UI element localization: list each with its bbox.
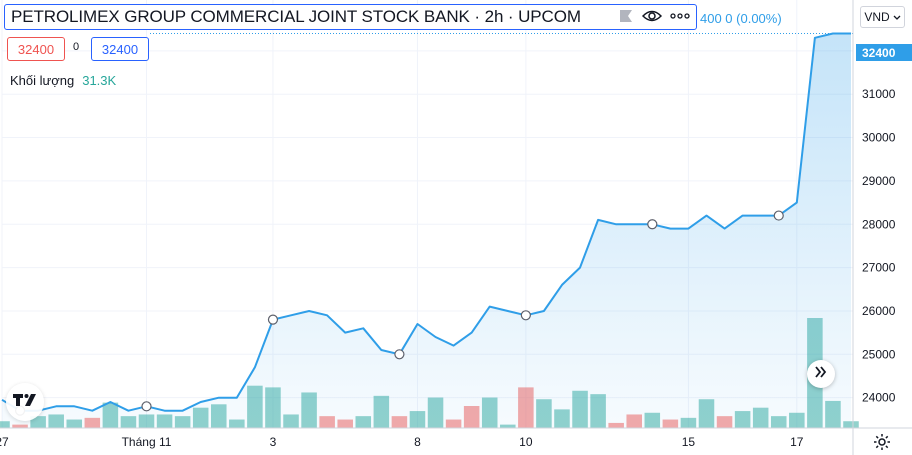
tradingview-logo[interactable] bbox=[6, 383, 44, 421]
chevron-down-icon bbox=[893, 10, 901, 24]
x-tick-label: 3 bbox=[270, 435, 277, 449]
gear-icon[interactable] bbox=[872, 432, 892, 452]
more-options-icon[interactable] bbox=[670, 8, 690, 29]
y-tick-label: 25000 bbox=[862, 347, 896, 361]
price-input-left[interactable]: 32400 bbox=[7, 37, 65, 61]
legend-title-box[interactable]: PETROLIMEX GROUP COMMERCIAL JOINT STOCK … bbox=[4, 4, 697, 30]
y-tick-label: 24000 bbox=[862, 391, 896, 405]
y-tick-label: 26000 bbox=[862, 304, 896, 318]
x-tick-label: 17 bbox=[790, 435, 804, 449]
x-tick-label: 10 bbox=[519, 435, 533, 449]
scroll-to-realtime-button[interactable] bbox=[807, 360, 835, 388]
volume-label: Khối lượng bbox=[10, 73, 75, 88]
price-input-right[interactable]: 32400 bbox=[91, 37, 149, 61]
y-tick-label: 28000 bbox=[862, 217, 896, 231]
legend-actions bbox=[618, 8, 690, 29]
volume-value: 31.3K bbox=[82, 73, 117, 88]
tradingview-logo-icon bbox=[12, 392, 38, 413]
price-marker[interactable] bbox=[773, 210, 784, 221]
price-area bbox=[2, 33, 851, 428]
spread-value: 0 bbox=[73, 41, 80, 53]
x-tick-label: Tháng 11 bbox=[122, 435, 172, 449]
y-tick-label: 30000 bbox=[862, 131, 896, 145]
price-marker[interactable] bbox=[520, 310, 531, 321]
price-marker[interactable] bbox=[394, 349, 405, 360]
y-tick-label: 27000 bbox=[862, 261, 896, 275]
flag-icon[interactable] bbox=[618, 8, 634, 29]
y-tick-label: 31000 bbox=[862, 87, 896, 101]
y-tick-label: 29000 bbox=[862, 174, 896, 188]
price-marker[interactable] bbox=[267, 314, 279, 325]
currency-label: VND bbox=[864, 10, 890, 24]
last-price-label: 32400 bbox=[856, 44, 912, 61]
x-tick-label: 15 bbox=[682, 435, 696, 449]
x-tick-label: 8 bbox=[414, 435, 421, 449]
double-chevron-right-icon bbox=[814, 365, 828, 383]
price-marker[interactable] bbox=[647, 219, 658, 230]
x-tick-label: 27 bbox=[0, 435, 9, 449]
volume-legend: Khối lượng 31.3K bbox=[10, 73, 116, 88]
price-area-fill bbox=[2, 33, 851, 428]
price-change-text: 400 0 (0.00%) bbox=[700, 11, 782, 26]
price-marker[interactable] bbox=[141, 401, 152, 412]
eye-icon[interactable] bbox=[641, 8, 663, 29]
symbol-title: PETROLIMEX GROUP COMMERCIAL JOINT STOCK … bbox=[11, 7, 581, 26]
currency-selector[interactable]: VND bbox=[860, 6, 905, 28]
